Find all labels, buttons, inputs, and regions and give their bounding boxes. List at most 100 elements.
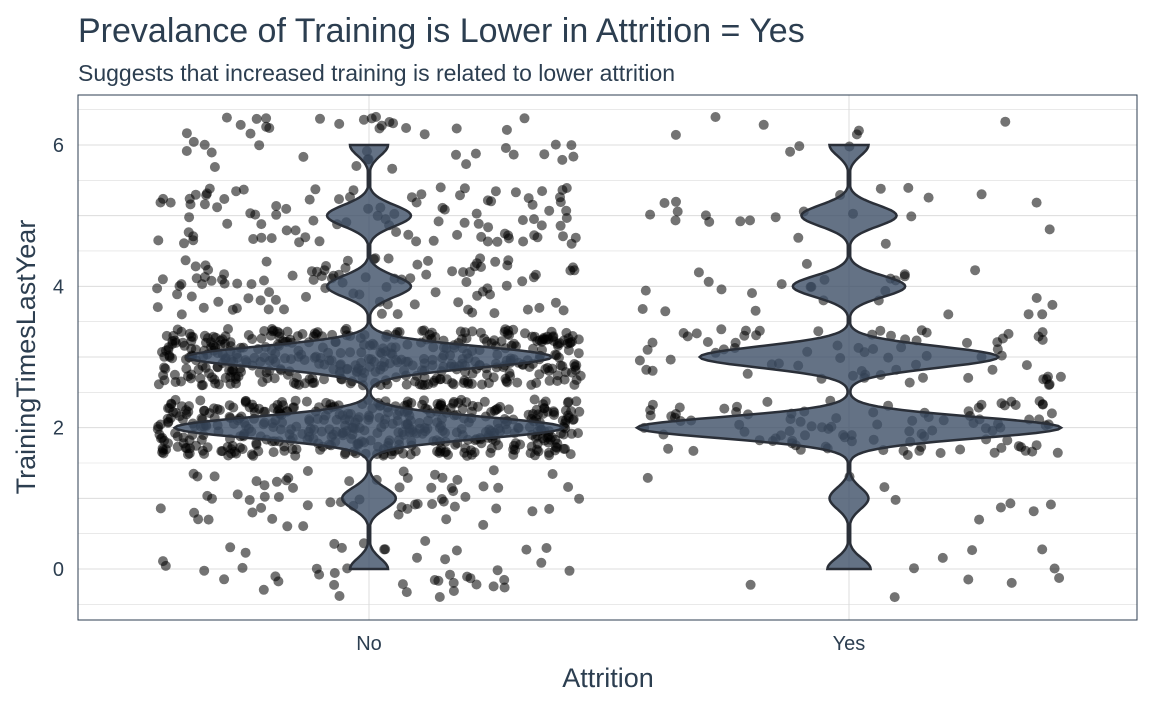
data-point bbox=[441, 446, 451, 457]
data-point bbox=[909, 563, 919, 574]
data-point bbox=[282, 521, 293, 532]
data-point bbox=[691, 328, 702, 339]
data-point bbox=[634, 355, 645, 366]
data-point bbox=[447, 266, 458, 277]
data-point bbox=[974, 514, 985, 525]
data-point bbox=[539, 403, 550, 414]
data-point bbox=[704, 216, 715, 227]
data-point bbox=[271, 209, 282, 220]
data-point bbox=[243, 293, 254, 304]
data-point bbox=[191, 273, 202, 284]
data-point bbox=[427, 499, 438, 509]
data-point bbox=[1000, 116, 1011, 127]
data-point bbox=[301, 396, 312, 407]
data-point bbox=[261, 113, 272, 124]
data-point bbox=[445, 569, 455, 580]
data-point bbox=[647, 399, 658, 410]
data-point bbox=[571, 396, 582, 407]
data-point bbox=[987, 364, 998, 375]
data-point bbox=[501, 280, 512, 291]
data-point bbox=[345, 192, 355, 202]
data-point bbox=[304, 194, 315, 205]
data-point bbox=[202, 188, 212, 199]
data-point bbox=[642, 344, 653, 355]
data-point bbox=[195, 373, 206, 384]
data-point bbox=[529, 214, 539, 225]
data-point bbox=[660, 306, 671, 317]
data-point bbox=[334, 118, 345, 129]
data-point bbox=[479, 396, 490, 407]
data-point bbox=[266, 233, 277, 244]
data-point bbox=[455, 190, 465, 201]
data-point bbox=[522, 304, 533, 315]
data-point bbox=[334, 194, 344, 205]
data-point bbox=[471, 208, 482, 219]
data-point bbox=[1027, 446, 1038, 457]
data-point bbox=[197, 445, 208, 456]
data-point bbox=[394, 327, 405, 337]
data-point bbox=[534, 302, 545, 313]
data-point bbox=[426, 482, 437, 493]
data-point bbox=[428, 377, 439, 388]
data-point bbox=[314, 236, 325, 247]
data-point bbox=[261, 121, 272, 132]
data-point bbox=[555, 220, 566, 231]
data-point bbox=[244, 495, 255, 505]
data-point bbox=[158, 556, 168, 567]
data-point bbox=[388, 118, 399, 129]
data-point bbox=[219, 269, 230, 280]
data-point bbox=[238, 184, 249, 195]
data-point bbox=[560, 418, 571, 429]
data-point bbox=[886, 330, 896, 341]
data-point bbox=[245, 128, 256, 139]
data-point bbox=[219, 574, 230, 585]
data-point bbox=[199, 199, 210, 210]
data-point bbox=[181, 405, 191, 416]
data-point bbox=[380, 544, 391, 555]
data-point bbox=[566, 140, 577, 151]
data-point bbox=[1031, 197, 1042, 208]
data-point bbox=[307, 378, 318, 388]
data-point bbox=[1037, 327, 1048, 338]
data-point bbox=[176, 279, 187, 290]
data-point bbox=[246, 279, 257, 290]
data-point bbox=[462, 450, 473, 461]
data-point bbox=[485, 447, 496, 458]
data-point bbox=[523, 409, 534, 420]
data-point bbox=[1054, 573, 1065, 583]
data-point bbox=[336, 542, 347, 553]
data-point bbox=[536, 220, 547, 231]
data-point bbox=[310, 184, 321, 195]
y-tick-label: 4 bbox=[53, 276, 64, 298]
data-point bbox=[482, 283, 493, 294]
data-point bbox=[412, 259, 423, 270]
data-point bbox=[903, 182, 914, 193]
data-point bbox=[183, 371, 193, 382]
y-tick-label: 2 bbox=[53, 418, 64, 440]
data-point bbox=[703, 276, 714, 287]
data-point bbox=[231, 186, 242, 197]
data-point bbox=[170, 377, 181, 387]
data-point bbox=[281, 203, 292, 214]
data-point bbox=[879, 482, 890, 493]
data-point bbox=[181, 146, 192, 156]
data-point bbox=[564, 337, 575, 348]
data-point bbox=[184, 193, 195, 204]
data-point bbox=[503, 233, 514, 244]
data-point bbox=[564, 565, 575, 576]
data-point bbox=[973, 402, 984, 413]
data-point bbox=[499, 574, 510, 585]
data-point bbox=[325, 497, 336, 508]
data-point bbox=[447, 378, 458, 388]
data-point bbox=[489, 308, 500, 319]
data-point bbox=[414, 379, 425, 390]
data-point bbox=[316, 271, 327, 282]
data-point bbox=[473, 218, 484, 229]
data-point bbox=[902, 450, 913, 460]
data-point bbox=[261, 256, 272, 267]
data-point bbox=[801, 258, 812, 269]
data-point bbox=[550, 139, 561, 150]
data-point bbox=[732, 401, 742, 412]
data-point bbox=[663, 443, 674, 454]
data-point bbox=[559, 374, 570, 385]
